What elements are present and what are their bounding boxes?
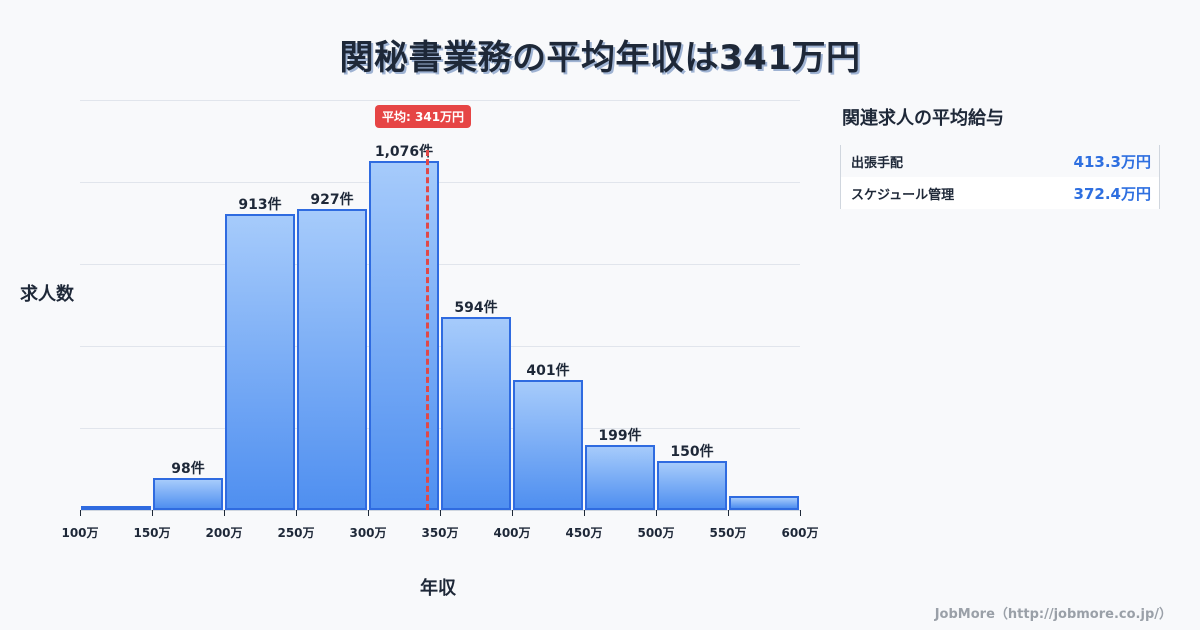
related-salary-title: 関連求人の平均給与 — [842, 108, 1004, 129]
bar-value-label: 927件 — [310, 192, 354, 209]
bar-value-label: 594件 — [454, 300, 498, 317]
related-job-salary: 413.3万円 — [1073, 152, 1151, 171]
x-tick-label: 350万 — [421, 526, 459, 540]
histogram-bar — [153, 478, 223, 510]
bar-value-label: 913件 — [238, 196, 282, 213]
x-tick — [440, 510, 441, 516]
footer-credit: JobMore（http://jobmore.co.jp/） — [934, 607, 1172, 622]
x-tick — [512, 510, 513, 516]
gridline — [80, 428, 800, 429]
gridline — [80, 182, 800, 183]
histogram-bar — [297, 209, 367, 510]
x-tick-label: 400万 — [493, 526, 531, 540]
x-tick-label: 100万 — [61, 526, 99, 540]
histogram-bar — [585, 445, 655, 510]
x-tick — [728, 510, 729, 516]
y-axis-label: 求人数 — [20, 284, 74, 305]
x-tick — [152, 510, 153, 516]
bar-value-label: 1,076件 — [374, 143, 434, 160]
x-tick-label: 150万 — [133, 526, 171, 540]
page-title: 関秘書業務の平均年収は341万円 — [339, 38, 861, 78]
x-axis-label: 年収 — [420, 578, 456, 599]
histogram-bar — [225, 213, 295, 510]
x-tick-label: 250万 — [277, 526, 315, 540]
related-salary-row: 出張手配 413.3万円 — [841, 145, 1159, 177]
histogram-bar — [441, 317, 511, 510]
histogram-bar — [657, 461, 727, 510]
gridline — [80, 264, 800, 265]
x-tick — [296, 510, 297, 516]
x-tick-label: 450万 — [565, 526, 603, 540]
x-tick-label: 200万 — [205, 526, 243, 540]
bar-value-label: 401件 — [526, 362, 570, 379]
bar-value-label: 199件 — [598, 428, 642, 445]
x-tick-label: 550万 — [709, 526, 747, 540]
histogram-bar — [513, 379, 583, 510]
x-tick — [656, 510, 657, 516]
average-line — [426, 150, 430, 510]
related-job-salary: 372.4万円 — [1073, 184, 1151, 203]
related-salary-list: 出張手配 413.3万円 スケジュール管理 372.4万円 — [840, 145, 1160, 209]
x-tick — [224, 510, 225, 516]
related-job-name: 出張手配 — [851, 155, 904, 171]
related-salary-row: スケジュール管理 372.4万円 — [841, 177, 1159, 209]
histogram-bar — [729, 496, 799, 510]
histogram-bar — [81, 506, 151, 510]
x-tick — [80, 510, 81, 516]
bar-value-label: 150件 — [670, 444, 714, 461]
x-tick-label: 500万 — [637, 526, 675, 540]
x-tick — [584, 510, 585, 516]
x-tick-label: 300万 — [349, 526, 387, 540]
bar-value-label: 98件 — [171, 461, 205, 478]
gridline — [80, 100, 800, 101]
histogram-plot: 98件 913件 927件 1,076件 594件 401件 199件 150件 100万 150… — [61, 100, 819, 540]
related-job-name: スケジュール管理 — [851, 187, 955, 203]
average-badge: 平均: 341万円 — [375, 105, 472, 128]
x-tick — [800, 510, 801, 516]
x-tick-label: 600万 — [781, 526, 819, 540]
x-tick — [368, 510, 369, 516]
gridline — [80, 346, 800, 347]
